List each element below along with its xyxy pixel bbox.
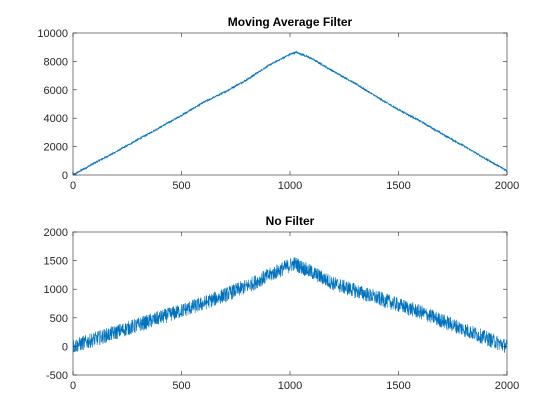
y-tick-label: 2000 (44, 227, 68, 239)
x-tick-label: 1000 (278, 180, 302, 192)
y-tick-label: 500 (50, 313, 68, 325)
chart-1: 0 500 1000 1500 2000 0 2000 4000 6000 8000 10000 Mo… (37, 15, 519, 192)
series-line (72, 257, 508, 353)
y-tick-label: -500 (46, 370, 68, 382)
x-tick-label: 0 (70, 380, 76, 392)
x-tick-label: 1500 (386, 380, 410, 392)
y-tick-label: 6000 (44, 85, 68, 97)
y-tick-label: 1500 (44, 256, 68, 268)
y-tick-label: 4000 (44, 113, 68, 125)
x-tick-label: 1000 (278, 380, 302, 392)
y-tick-label: 0 (62, 170, 68, 182)
y-tick-label: 0 (62, 341, 68, 353)
y-tick-label: 10000 (37, 28, 68, 40)
x-tick-label: 2000 (495, 180, 519, 192)
x-tick-label: 0 (70, 180, 76, 192)
x-tick-label: 500 (172, 180, 190, 192)
chart-title: Moving Average Filter (228, 15, 353, 29)
plot-frame (72, 231, 508, 376)
y-tick-label: 8000 (44, 56, 68, 68)
y-tick-label: 1000 (44, 284, 68, 296)
x-tick-label: 500 (172, 380, 190, 392)
x-tick-label: 1500 (386, 180, 410, 192)
series-line (72, 50, 508, 176)
plot-frame (72, 32, 508, 176)
y-tick-label: 2000 (44, 142, 68, 154)
x-tick-label: 2000 (495, 380, 519, 392)
chart-title: No Filter (266, 214, 315, 228)
